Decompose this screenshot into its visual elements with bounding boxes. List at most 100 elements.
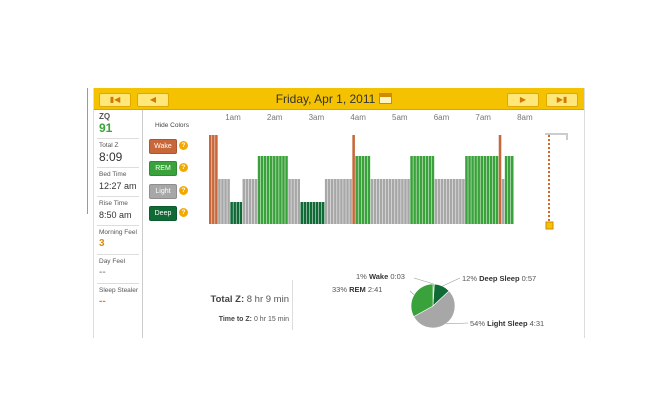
hypnogram-bar-wake xyxy=(215,135,218,224)
hypnogram-bar-rem xyxy=(270,156,273,224)
page-divider-line xyxy=(87,88,88,214)
hypnogram-chart xyxy=(209,133,568,329)
time-tick-label: 5am xyxy=(392,113,408,122)
hypnogram-bar-light xyxy=(331,179,334,224)
stat-label: ZQ xyxy=(99,112,111,121)
stat-label: Day Feel xyxy=(99,258,126,265)
hypnogram-bar-light xyxy=(379,179,383,224)
hypnogram-bar-rem xyxy=(416,156,419,224)
hypnogram-bar-light xyxy=(218,179,221,224)
stat-label: Sleep Stealer xyxy=(99,287,139,294)
hypnogram-bar-rem xyxy=(413,156,416,224)
hypnogram-bar-deep xyxy=(236,202,239,224)
help-icon[interactable]: ? xyxy=(179,141,188,150)
hypnogram-bar-light xyxy=(373,179,377,224)
hypnogram-bar-rem xyxy=(507,156,511,224)
hypnogram-bar-light xyxy=(254,179,258,224)
total-z-label: Total Z: xyxy=(210,294,245,305)
hypnogram-bar-light xyxy=(376,179,380,224)
hypnogram-bar-rem xyxy=(510,156,514,224)
hypnogram-bar-light xyxy=(462,179,465,224)
stat-value: -- xyxy=(99,267,106,278)
hypnogram-bar-deep xyxy=(318,202,322,224)
hypnogram-bar-rem xyxy=(474,156,477,224)
hypnogram-bar-rem xyxy=(468,156,471,224)
pie-label-deep-sleep: 12% Deep Sleep 0:57 xyxy=(462,274,537,283)
hypnogram-bar-rem xyxy=(428,156,432,224)
help-icon[interactable]: ? xyxy=(179,186,188,195)
hypnogram-bar-light xyxy=(340,179,343,224)
hypnogram-bar-light xyxy=(291,179,294,224)
hypnogram-bar-rem xyxy=(483,156,487,224)
hypnogram-bar-deep xyxy=(303,202,307,224)
stat-label: Rise Time xyxy=(99,200,128,207)
hypnogram-bar-light xyxy=(334,179,337,224)
pie-leader-line xyxy=(413,277,434,285)
hypnogram-bar-deep xyxy=(233,202,236,224)
hypnogram-bar-rem xyxy=(431,156,435,224)
hypnogram-bar-rem xyxy=(419,156,422,224)
hypnogram-bar-light xyxy=(401,179,404,224)
hypnogram-bar-light xyxy=(327,179,331,224)
hypnogram-bar-rem xyxy=(266,156,270,224)
hypnogram-bar-light xyxy=(294,179,297,224)
hypnogram-bar-rem xyxy=(257,156,261,224)
hypnogram-bar-deep xyxy=(300,202,304,224)
hypnogram-bar-rem xyxy=(263,156,267,224)
date-header: ▮◀ ◀ Friday, Apr 1, 2011 ▶ ▶▮ xyxy=(94,88,584,110)
hypnogram-bar-rem xyxy=(361,156,365,224)
time-tick-label: 1am xyxy=(225,113,241,122)
last-day-button[interactable]: ▶▮ xyxy=(546,93,578,107)
hypnogram-bar-rem xyxy=(495,156,499,224)
hypnogram-bar-rem xyxy=(422,156,426,224)
legend-rem[interactable]: REM xyxy=(149,161,177,176)
hypnogram-bar-rem xyxy=(367,156,371,224)
hypnogram-bar-light xyxy=(343,179,346,224)
time-tick-label: 3am xyxy=(308,113,325,122)
hypnogram-bar-light xyxy=(449,179,453,224)
hypnogram-bar-rem xyxy=(260,156,264,224)
hypnogram-bar-light xyxy=(407,179,410,224)
pie-label-rem: 33% REM 2:41 xyxy=(332,285,383,294)
first-day-button[interactable]: ▮◀ xyxy=(99,93,131,107)
stat-value: 3 xyxy=(99,238,105,249)
hypnogram-bar-rem xyxy=(276,156,279,224)
hypnogram-bar-deep xyxy=(306,202,310,224)
hypnogram-bar-light xyxy=(385,179,389,224)
time-to-z-label: Time to Z: xyxy=(218,316,253,323)
hypnogram-bar-rem xyxy=(489,156,493,224)
hypnogram-bar-rem xyxy=(465,156,468,224)
hypnogram-bar-rem xyxy=(282,156,285,224)
hypnogram-bar-light xyxy=(346,179,349,224)
hypnogram-bar-light xyxy=(404,179,407,224)
pie-leader-line xyxy=(409,290,415,296)
total-z-value: 8 hr 9 min xyxy=(246,294,289,305)
hypnogram-bar-light xyxy=(437,179,441,224)
hypnogram-bar-deep xyxy=(230,202,233,224)
hypnogram-bar-light xyxy=(221,179,224,224)
help-icon[interactable]: ? xyxy=(179,208,188,217)
stat-morning-feel: Morning Feel 3 xyxy=(97,226,139,255)
legend-light[interactable]: Light xyxy=(149,184,177,199)
sleep-stats-sidebar: ZQ 91 Total Z 8:09 Bed Time 12:27 am Ris… xyxy=(94,110,143,338)
date-text: Friday, Apr 1, 2011 xyxy=(275,92,376,106)
previous-day-button[interactable]: ◀ xyxy=(137,93,169,107)
hypnogram-bar-light xyxy=(297,179,300,224)
pie-label-wake: 1% Wake 0:03 xyxy=(356,272,405,281)
next-day-button[interactable]: ▶ xyxy=(507,93,539,107)
hypnogram-bar-light xyxy=(440,179,444,224)
stat-value: 91 xyxy=(99,121,113,135)
time-marker-handle[interactable] xyxy=(545,221,554,230)
hypnogram-bar-light xyxy=(248,179,252,224)
help-icon[interactable]: ? xyxy=(179,163,188,172)
legend-wake[interactable]: Wake xyxy=(149,139,177,154)
hypnogram-bar-deep xyxy=(309,202,313,224)
calendar-icon[interactable] xyxy=(379,93,393,104)
hypnogram-bar-light xyxy=(456,179,459,224)
time-tick-label: 8am xyxy=(517,113,533,122)
hypnogram-bar-light xyxy=(446,179,450,224)
hypnogram-bar-rem xyxy=(355,156,358,224)
hypnogram-bar-rem xyxy=(471,156,474,224)
legend-deep[interactable]: Deep xyxy=(149,206,177,221)
hide-colors-link[interactable]: Hide Colors xyxy=(155,122,189,129)
